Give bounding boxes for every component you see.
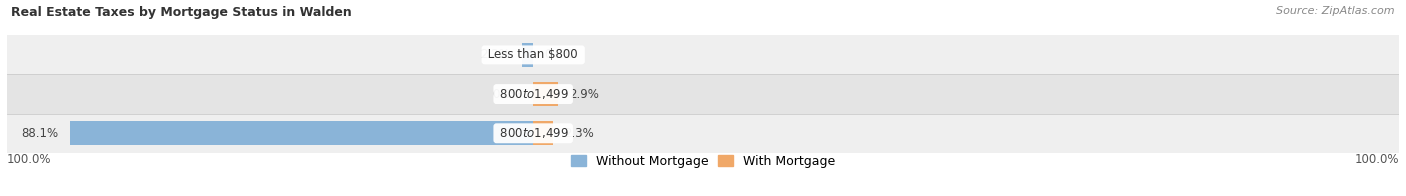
Text: 100.0%: 100.0% [7,153,52,166]
Bar [522,43,533,67]
Text: Less than $800: Less than $800 [485,48,582,61]
Text: 0.0%: 0.0% [492,88,522,101]
Text: 100.0%: 100.0% [1354,153,1399,166]
Bar [533,121,553,145]
Text: 2.9%: 2.9% [569,88,599,101]
Text: 2.3%: 2.3% [564,127,593,140]
Bar [7,35,1399,74]
Bar [7,114,1399,153]
Text: 88.1%: 88.1% [21,127,59,140]
Legend: Without Mortgage, With Mortgage: Without Mortgage, With Mortgage [571,155,835,168]
Bar [533,82,558,106]
Bar [70,121,533,145]
Text: 2.2%: 2.2% [481,48,510,61]
Text: $800 to $1,499: $800 to $1,499 [496,87,569,101]
Text: 0.0%: 0.0% [544,48,574,61]
Text: Source: ZipAtlas.com: Source: ZipAtlas.com [1277,6,1395,16]
Text: $800 to $1,499: $800 to $1,499 [496,126,569,140]
Text: Real Estate Taxes by Mortgage Status in Walden: Real Estate Taxes by Mortgage Status in … [11,6,352,19]
Bar [7,74,1399,114]
